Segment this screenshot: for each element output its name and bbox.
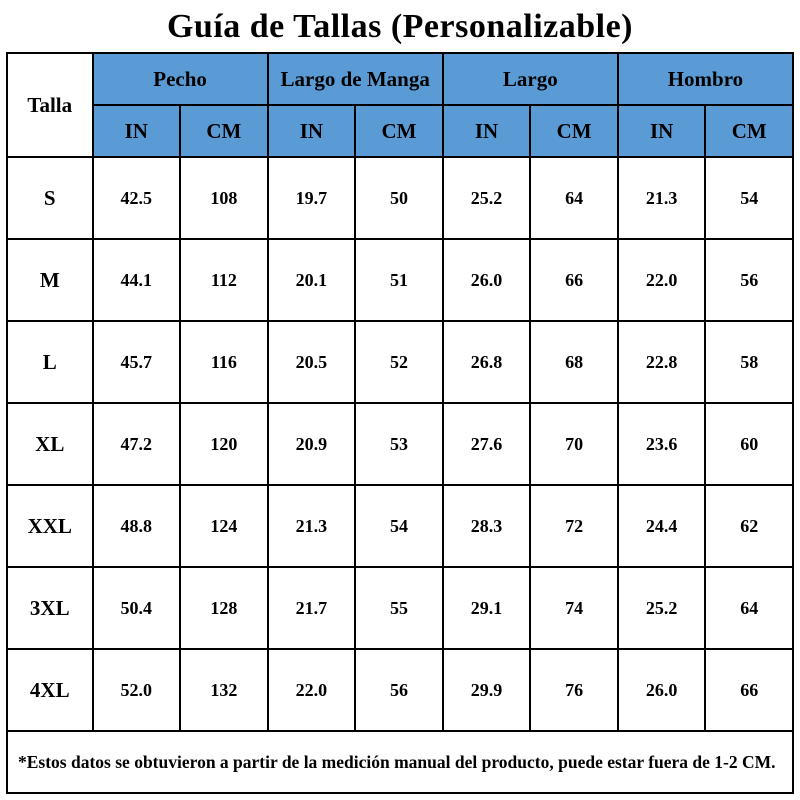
- page-title: Guía de Tallas (Personalizable): [166, 8, 634, 45]
- unit-header-manga-in: IN: [266, 104, 357, 158]
- value-cell: 42.5: [91, 156, 182, 240]
- size-cell: 3XL: [6, 566, 94, 650]
- value-cell: 26.0: [441, 238, 532, 322]
- group-header-row: Talla Pecho Largo de Manga Largo Hombro: [6, 52, 795, 158]
- value-cell: 19.7: [266, 156, 357, 240]
- value-cell: 28.3: [441, 484, 532, 568]
- value-cell: 124: [179, 484, 269, 568]
- size-cell: XXL: [6, 484, 94, 568]
- value-cell: 52.0: [91, 648, 182, 732]
- value-cell: 54: [354, 484, 444, 568]
- value-cell: 50: [354, 156, 444, 240]
- table-row: M 44.1 112 20.1 51 26.0 66 22.0 56: [6, 238, 794, 322]
- value-cell: 56: [354, 648, 444, 732]
- size-cell: L: [6, 320, 94, 404]
- size-cell: 4XL: [6, 648, 94, 732]
- value-cell: 29.9: [441, 648, 532, 732]
- value-cell: 112: [179, 238, 269, 322]
- value-cell: 25.2: [441, 156, 532, 240]
- unit-header-row: IN CM IN CM IN CM IN CM: [7, 104, 794, 158]
- unit-header-manga-cm: CM: [354, 104, 444, 158]
- table-footer: *Estos datos se obtuvieron a partir de l…: [6, 730, 794, 794]
- value-cell: 56: [704, 238, 794, 322]
- measurement-note: *Estos datos se obtuvieron a partir de l…: [6, 730, 794, 794]
- table-row: S 42.5 108 19.7 50 25.2 64 21.3 54: [6, 156, 794, 240]
- value-cell: 68: [529, 320, 619, 404]
- size-table: Talla Pecho Largo de Manga Largo Hombro …: [6, 52, 795, 794]
- table-row: L 45.7 116 20.5 52 26.8 68 22.8 58: [6, 320, 794, 404]
- value-cell: 58: [704, 320, 794, 404]
- group-header-hombro: Hombro: [616, 52, 795, 106]
- value-cell: 52: [354, 320, 444, 404]
- value-cell: 21.7: [266, 566, 357, 650]
- group-header-pecho: Pecho: [91, 52, 269, 106]
- unit-header-hombro-cm: CM: [704, 104, 794, 158]
- value-cell: 116: [179, 320, 269, 404]
- value-cell: 64: [704, 566, 794, 650]
- value-cell: 20.5: [266, 320, 357, 404]
- value-cell: 22.8: [616, 320, 707, 404]
- value-cell: 22.0: [266, 648, 357, 732]
- unit-header-pecho-cm: CM: [179, 104, 269, 158]
- size-cell: XL: [6, 402, 94, 486]
- value-cell: 25.2: [616, 566, 707, 650]
- value-cell: 132: [179, 648, 269, 732]
- value-cell: 72: [529, 484, 619, 568]
- unit-header-pecho-in: IN: [91, 104, 182, 158]
- value-cell: 44.1: [91, 238, 182, 322]
- value-cell: 21.3: [266, 484, 357, 568]
- table-header: Talla Pecho Largo de Manga Largo Hombro …: [6, 52, 795, 158]
- table-body: S 42.5 108 19.7 50 25.2 64 21.3 54 M 44.…: [6, 156, 794, 732]
- table-row: XL 47.2 120 20.9 53 27.6 70 23.6 60: [6, 402, 794, 486]
- value-cell: 55: [354, 566, 444, 650]
- group-header-largo: Largo: [441, 52, 619, 106]
- table-row: 4XL 52.0 132 22.0 56 29.9 76 26.0 66: [6, 648, 794, 732]
- value-cell: 51: [354, 238, 444, 322]
- value-cell: 23.6: [616, 402, 707, 486]
- unit-header-largo-in: IN: [441, 104, 532, 158]
- group-header-largo-de-manga: Largo de Manga: [266, 52, 444, 106]
- value-cell: 60: [704, 402, 794, 486]
- value-cell: 70: [529, 402, 619, 486]
- value-cell: 50.4: [91, 566, 182, 650]
- unit-header-hombro-in: IN: [616, 104, 707, 158]
- unit-header-largo-cm: CM: [529, 104, 619, 158]
- table-row: 3XL 50.4 128 21.7 55 29.1 74 25.2 64: [6, 566, 794, 650]
- value-cell: 62: [704, 484, 794, 568]
- value-cell: 66: [704, 648, 794, 732]
- value-cell: 128: [179, 566, 269, 650]
- value-cell: 29.1: [441, 566, 532, 650]
- value-cell: 24.4: [616, 484, 707, 568]
- value-cell: 27.6: [441, 402, 532, 486]
- value-cell: 64: [529, 156, 619, 240]
- value-cell: 108: [179, 156, 269, 240]
- note-row: *Estos datos se obtuvieron a partir de l…: [6, 730, 794, 794]
- talla-corner-header: Talla: [6, 52, 94, 158]
- value-cell: 20.1: [266, 238, 357, 322]
- table-row: XXL 48.8 124 21.3 54 28.3 72 24.4 62: [6, 484, 794, 568]
- value-cell: 120: [179, 402, 269, 486]
- value-cell: 26.0: [616, 648, 707, 732]
- value-cell: 74: [529, 566, 619, 650]
- value-cell: 76: [529, 648, 619, 732]
- value-cell: 21.3: [616, 156, 707, 240]
- size-cell: M: [6, 238, 94, 322]
- value-cell: 20.9: [266, 402, 357, 486]
- value-cell: 47.2: [91, 402, 182, 486]
- value-cell: 26.8: [441, 320, 532, 404]
- value-cell: 48.8: [91, 484, 182, 568]
- value-cell: 45.7: [91, 320, 182, 404]
- value-cell: 22.0: [616, 238, 707, 322]
- value-cell: 66: [529, 238, 619, 322]
- value-cell: 54: [704, 156, 794, 240]
- size-cell: S: [6, 156, 94, 240]
- value-cell: 53: [354, 402, 444, 486]
